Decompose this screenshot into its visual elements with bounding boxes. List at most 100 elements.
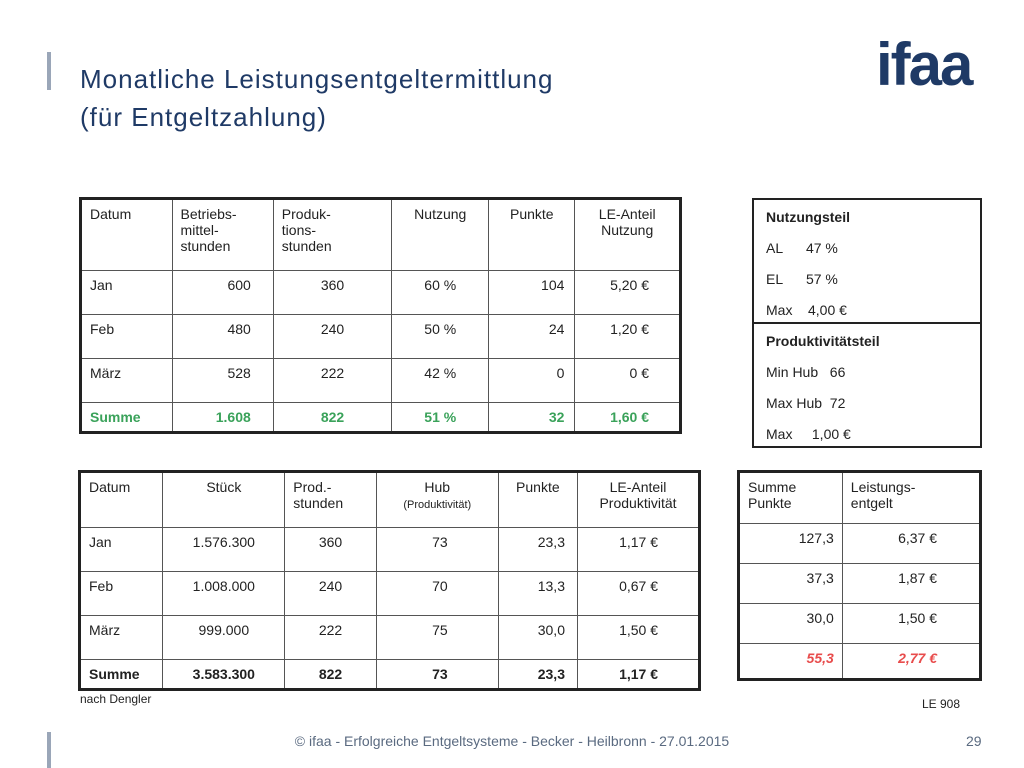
cell: 222: [320, 365, 345, 381]
header-cell: Summe Punkte: [748, 479, 797, 511]
cell: 32: [548, 409, 565, 425]
cell: 30,0: [537, 622, 565, 638]
produktivitaetsteil-line: Min Hub 66: [766, 364, 846, 380]
header-cell: Produk- tions- stunden: [281, 206, 332, 254]
produktivitaetsteil-title: Produktivitätsteil: [766, 333, 880, 349]
header-cell: LE-Anteil Nutzung: [598, 206, 656, 238]
table-row: 127,3 6,37 €: [738, 523, 982, 564]
cell: Jan: [89, 534, 112, 550]
bottom-accent-bar: [47, 732, 51, 768]
summary-table: Summe Punkte Leistungs- entgelt 127,3 6,…: [737, 470, 982, 681]
cell: 480: [227, 321, 251, 337]
header-cell: LE-Anteil Produktivität: [599, 479, 677, 511]
sum-row: 55,3 2,77 €: [738, 643, 982, 680]
cell: 1.008.000: [192, 578, 255, 594]
cell: 528: [227, 365, 251, 381]
nutzungsteil-title: Nutzungsteil: [766, 209, 850, 225]
header-cell: Stück: [206, 479, 242, 495]
cell: 1,87 €: [898, 570, 937, 586]
cell: 1,17 €: [619, 534, 658, 550]
usage-table: Datum Betriebs- mittel- stunden Produk- …: [79, 197, 682, 434]
cell: 50 %: [424, 321, 457, 337]
header-cell: Punkte: [516, 479, 560, 495]
cell: 42 %: [424, 365, 457, 381]
cell: 13,3: [537, 578, 565, 594]
table-row: Feb 480 240 50 % 24 1,20 €: [80, 314, 681, 359]
cell: 0,67 €: [619, 578, 658, 594]
cell: 999.000: [198, 622, 250, 638]
cell: 822: [320, 409, 345, 425]
table-row: Feb 1.008.000 240 70 13,3 0,67 €: [78, 571, 701, 616]
cell: 1,17 €: [619, 666, 658, 682]
cell: 360: [318, 534, 343, 550]
header-cell: Punkte: [510, 206, 554, 222]
page-number: 29: [966, 733, 982, 749]
footer-text: © ifaa - Erfolgreiche Entgeltsysteme - B…: [294, 733, 730, 749]
cell: 23,3: [537, 666, 565, 682]
cell: Summe: [90, 409, 141, 425]
cell: 60 %: [424, 277, 457, 293]
header-cell: Nutzung: [414, 206, 467, 222]
cell: 2,77 €: [898, 650, 937, 666]
table-row: 37,3 1,87 €: [738, 563, 982, 604]
table-row: Jan 600 360 60 % 104 5,20 €: [80, 270, 681, 315]
cell: 1,50 €: [619, 622, 658, 638]
nutzungsteil-line: EL 57 %: [766, 271, 838, 287]
produktivitaetsteil-line: Max 1,00 €: [766, 426, 851, 442]
ifaa-logo: ifaa: [876, 31, 973, 98]
cell: 70: [432, 578, 448, 594]
cell: 1,20 €: [610, 321, 649, 337]
cell: Summe: [89, 666, 140, 682]
header-cell: Datum: [89, 479, 131, 495]
title-line-2: (für Entgeltzahlung): [80, 102, 327, 132]
cell: 30,0: [806, 610, 834, 626]
table-header-row: Datum Stück Prod.- stunden Hub (Produkti…: [78, 471, 701, 528]
cell: 240: [318, 578, 343, 594]
productivity-table: Datum Stück Prod.- stunden Hub (Produkti…: [78, 470, 701, 691]
header-cell: Hub (Produktivität): [377, 473, 498, 511]
cell: 1.608: [215, 409, 251, 425]
nutzungsteil-line: AL 47 %: [766, 240, 838, 256]
cell: 360: [320, 277, 345, 293]
cell: 75: [432, 622, 448, 638]
header-cell: Datum: [90, 206, 132, 222]
table-header-row: Summe Punkte Leistungs- entgelt: [738, 471, 982, 524]
table-header-row: Datum Betriebs- mittel- stunden Produk- …: [80, 198, 681, 271]
cell: 1,50 €: [898, 610, 937, 626]
cell: 822: [318, 666, 343, 682]
header-cell: Prod.- stunden: [293, 479, 344, 511]
produktivitaetsteil-line: Max Hub 72: [766, 395, 846, 411]
cell: 3.583.300: [192, 666, 255, 682]
sum-row: Summe 3.583.300 822 73 23,3 1,17 €: [78, 659, 701, 690]
table-row: Jan 1.576.300 360 73 23,3 1,17 €: [78, 527, 701, 572]
cell: 0 €: [629, 365, 649, 381]
page-title: Monatliche Leistungsentgeltermittlung (f…: [80, 60, 553, 136]
cell: 1,60 €: [610, 409, 649, 425]
cell: 73: [432, 666, 448, 682]
cell: 600: [227, 277, 251, 293]
cell: 55,3: [806, 650, 834, 666]
nutzungsteil-box: Nutzungsteil AL 47 % EL 57 % Max 4,00 €: [752, 198, 982, 324]
cell: 127,3: [798, 530, 834, 546]
cell: März: [90, 365, 122, 381]
cell: Feb: [90, 321, 115, 337]
source-note: nach Dengler: [80, 692, 152, 706]
document-code: LE 908: [922, 697, 961, 711]
cell: 222: [318, 622, 343, 638]
produktivitaetsteil-box: Produktivitätsteil Min Hub 66 Max Hub 72…: [752, 322, 982, 448]
header-cell: Betriebs- mittel- stunden: [180, 206, 237, 254]
cell: 51 %: [424, 409, 457, 425]
title-line-1: Monatliche Leistungsentgeltermittlung: [80, 64, 554, 94]
cell: 104: [541, 277, 565, 293]
cell: Jan: [90, 277, 113, 293]
table-row: März 999.000 222 75 30,0 1,50 €: [78, 615, 701, 660]
table-row: 30,0 1,50 €: [738, 603, 982, 644]
top-accent-bar: [47, 52, 51, 90]
hub-subheader: (Produktivität): [403, 499, 472, 511]
cell: 5,20 €: [610, 277, 649, 293]
cell: 6,37 €: [898, 530, 937, 546]
cell: 37,3: [806, 570, 834, 586]
table-row: März 528 222 42 % 0 0 €: [80, 358, 681, 403]
cell: 23,3: [537, 534, 565, 550]
cell: 24: [548, 321, 565, 337]
